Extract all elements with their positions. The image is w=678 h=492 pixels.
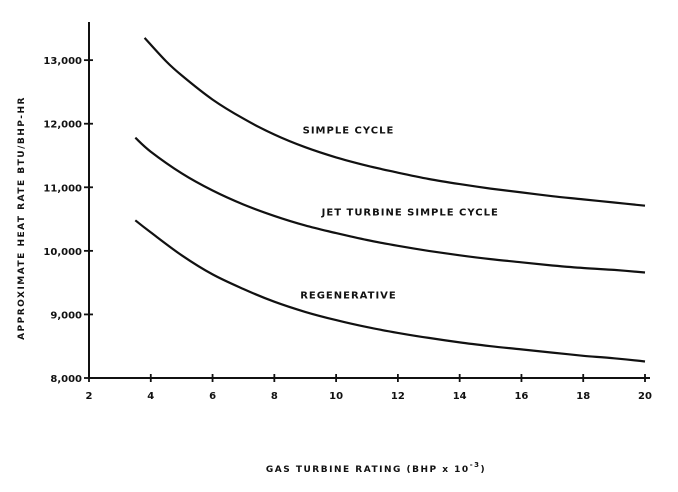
series-line-simple-cycle	[143, 37, 646, 207]
x-axis-title-close: )	[480, 465, 486, 475]
x-ticks: 2 4 6 8 10 12 14 16 18 20	[86, 374, 652, 402]
x-tick-label: 18	[576, 391, 590, 402]
x-tick-label: 16	[514, 391, 528, 402]
x-tick-label: 20	[638, 391, 652, 402]
series-curves	[134, 37, 646, 363]
x-tick-label: 14	[453, 391, 467, 402]
series-line-jet-turbine-simple-cycle	[134, 136, 646, 274]
curve-label: JET TURBINE SIMPLE CYCLE	[321, 207, 499, 218]
y-tick-label: 12,000	[43, 120, 82, 131]
x-tick-label: 4	[147, 391, 154, 402]
curve-label: REGENERATIVE	[300, 291, 397, 302]
axes	[88, 22, 650, 379]
y-tick-label: 8,000	[50, 374, 82, 385]
y-ticks: 8,000 9,000 10,000 11,000 12,000 13,000	[43, 56, 93, 385]
x-axis-title-exponent: -3	[470, 461, 481, 469]
x-tick-label: 12	[391, 391, 405, 402]
x-tick-label: 2	[86, 391, 93, 402]
x-tick-label: 8	[271, 391, 278, 402]
y-tick-label: 13,000	[43, 56, 82, 67]
x-axis-title: GAS TURBINE RATING (BHP x 10-3)	[266, 461, 486, 475]
x-tick-label: 10	[329, 391, 343, 402]
y-axis-title: APPROXIMATE HEAT RATE BTU/BHP-HR	[17, 96, 27, 340]
curve-label: SIMPLE CYCLE	[303, 125, 395, 136]
curve-labels: SIMPLE CYCLE JET TURBINE SIMPLE CYCLE REGE…	[300, 125, 499, 302]
y-tick-label: 10,000	[43, 247, 82, 258]
y-tick-label: 9,000	[50, 310, 82, 321]
series-line-regenerative	[134, 219, 646, 363]
x-axis-title-main: GAS TURBINE RATING (BHP x 10	[266, 465, 470, 475]
x-tick-label: 6	[209, 391, 216, 402]
y-tick-label: 11,000	[43, 183, 82, 194]
